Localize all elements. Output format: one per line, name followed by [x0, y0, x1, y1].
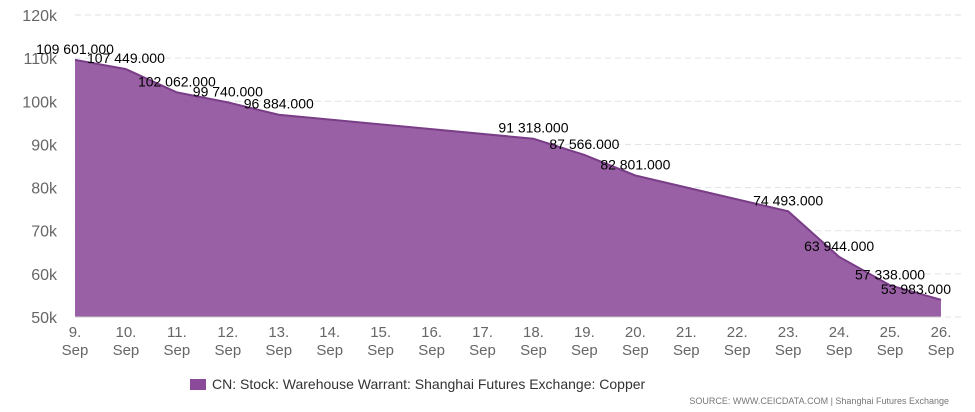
y-tick-label: 60k: [31, 267, 58, 284]
data-label: 91 318.000: [498, 120, 568, 136]
data-label: 96 884.000: [244, 96, 314, 112]
x-tick-label: 16. Sep: [418, 324, 445, 359]
data-label: 87 566.000: [549, 136, 619, 152]
x-tick-label: 12. Sep: [214, 324, 241, 359]
y-axis-ticks: 50k 60k 70k 80k 90k 100k 110k 120k: [22, 8, 58, 327]
x-tick-label: 26. Sep: [928, 324, 955, 359]
x-tick-label: 19. Sep: [571, 324, 598, 359]
data-label: 82 801.000: [600, 156, 670, 172]
x-axis-ticks: 9. Sep 10. Sep 11. Sep 12. Sep 13. Sep 14. Sep 15. Se…: [62, 324, 955, 359]
series-area: [74, 58, 942, 318]
x-tick-label: 25. Sep: [877, 324, 904, 359]
series-line: [74, 58, 942, 301]
x-tick-label: 21. Sep: [673, 324, 700, 359]
x-tick-label: 10. Sep: [113, 324, 140, 359]
data-label: 57 338.000: [855, 266, 925, 282]
series-area-fill: [75, 59, 941, 317]
data-label: 102 062.000: [138, 73, 216, 89]
x-tick-label: 23. Sep: [775, 324, 802, 359]
x-tick-label: 24. Sep: [826, 324, 853, 359]
y-tick-label: 120k: [22, 8, 58, 25]
data-label: 109 601.000: [36, 41, 114, 57]
source-note: SOURCE: WWW.CEICDATA.COM | Shanghai Futu…: [689, 396, 949, 406]
x-tick-label: 9. Sep: [62, 324, 89, 359]
y-tick-label: 110k: [23, 51, 58, 68]
data-label: 99 740.000: [193, 83, 263, 99]
x-tick-label: 13. Sep: [265, 324, 292, 359]
x-tick-label: 20. Sep: [622, 324, 649, 359]
y-tick-label: 50k: [31, 310, 58, 327]
y-tick-label: 70k: [31, 224, 58, 241]
legend-label: CN: Stock: Warehouse Warrant: Shanghai F…: [212, 376, 646, 392]
x-tick-label: 22. Sep: [724, 324, 751, 359]
data-label: 107 449.000: [87, 50, 165, 66]
y-tick-label: 90k: [31, 137, 58, 154]
x-tick-label: 17. Sep: [469, 324, 496, 359]
y-tick-label: 100k: [22, 94, 58, 111]
legend-swatch: [190, 378, 206, 390]
legend[interactable]: CN: Stock: Warehouse Warrant: Shanghai F…: [190, 376, 645, 392]
y-tick-label: 80k: [31, 181, 58, 198]
x-tick-label: 14. Sep: [316, 324, 343, 359]
x-tick-label: 11. Sep: [164, 324, 191, 359]
x-tick-label: 15. Sep: [367, 324, 394, 359]
data-label: 53 983.000: [881, 281, 951, 297]
x-tick-label: 18. Sep: [520, 324, 547, 359]
data-label: 63 944.000: [804, 238, 874, 254]
data-label: 74 493.000: [753, 192, 823, 208]
